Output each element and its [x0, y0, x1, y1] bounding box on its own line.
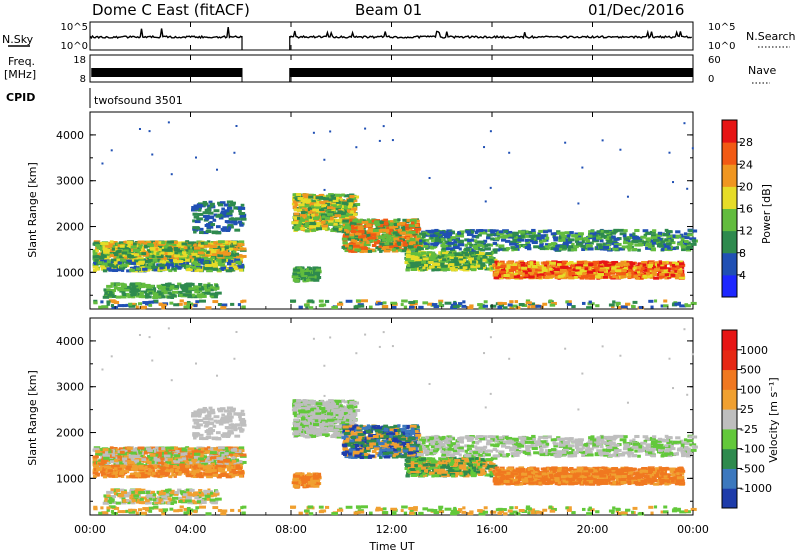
colorbar-tick-label: -25	[740, 423, 758, 436]
colorbar-tick-label: 12	[739, 225, 753, 238]
colorbar-segment	[722, 468, 737, 489]
x-tick-label: 00:00	[677, 523, 709, 536]
y-tick-label: 2000	[56, 221, 84, 234]
velocity-colorbar: 1000 500 100 25 -25 -100 -500 -1000	[721, 329, 772, 509]
y-tick-label: 4000	[56, 129, 84, 142]
cpid-label: CPID	[6, 91, 35, 104]
nave-label: Nave	[748, 64, 776, 77]
radar-title: Dome C East (fitACF)	[92, 1, 250, 19]
power-panel: 1000 2000 3000 4000 Slant Range [km] 4 8 12 16…	[26, 111, 773, 310]
colorbar-tick-label: 16	[739, 203, 753, 216]
power-scatter	[92, 121, 698, 310]
nsky-trace	[89, 27, 693, 50]
colorbar-tick-label: 500	[740, 364, 761, 377]
freq-tick-top: 18	[73, 55, 86, 66]
colorbar-segment	[722, 428, 737, 450]
y-tick-label: 1000	[56, 472, 84, 485]
power-colorbar-label: Power [dB]	[760, 184, 773, 244]
x-tick-label: 08:00	[275, 523, 307, 536]
nsky-tick-top: 10^5	[61, 22, 88, 33]
colorbar-tick-label: 100	[740, 383, 761, 396]
colorbar-segment	[722, 369, 737, 390]
beam-title: Beam 01	[355, 1, 422, 19]
power-colorbar: 4 8 12 16 20 24 28	[721, 119, 753, 298]
cpid-value: twofsound 3501	[94, 94, 183, 107]
colorbar-segment	[722, 488, 737, 509]
colorbar-segment	[722, 409, 737, 430]
colorbar-segment	[722, 164, 737, 187]
nsky-panel: N.Sky 10^5 10^0 10^5 10^0 N.Search	[2, 21, 796, 52]
y-tick-label: 4000	[56, 335, 84, 348]
freq-label: Freq.	[8, 55, 35, 68]
colorbar-tick-label: 24	[739, 158, 753, 171]
velocity-ylabel: Slant Range [km]	[26, 370, 39, 466]
velocity-panel: 1000 2000 3000 4000 Slant Range [km] 1000 50…	[26, 317, 780, 516]
freq-trace	[91, 68, 693, 82]
colorbar-segment	[722, 142, 737, 165]
colorbar-segment	[722, 330, 737, 351]
x-axis: 00:00 04:00 08:00 12:00 16:00 20:00 00:00	[74, 22, 709, 536]
colorbar-tick-label: -100	[740, 443, 765, 456]
nsearch-tick-bottom: 10^0	[708, 41, 735, 52]
x-tick-label: 16:00	[476, 523, 508, 536]
colorbar-tick-label: 20	[739, 180, 753, 193]
y-tick-label: 1000	[56, 266, 84, 279]
colorbar-segment	[722, 230, 737, 254]
y-tick-label: 3000	[56, 381, 84, 394]
colorbar-segment	[722, 274, 737, 298]
velocity-scatter	[92, 327, 698, 516]
colorbar-segment	[722, 389, 737, 410]
nsearch-label: N.Search	[746, 30, 796, 43]
x-tick-label: 00:00	[74, 523, 106, 536]
freq-panel: Freq. [MHz] 18 8 60 0 Nave	[4, 54, 776, 85]
colorbar-tick-label: -500	[740, 462, 765, 475]
velocity-y-axis: 1000 2000 3000 4000	[56, 335, 693, 502]
y-tick-label: 2000	[56, 427, 84, 440]
nsearch-tick-top: 10^5	[708, 22, 735, 33]
colorbar-segment	[722, 448, 737, 469]
colorbar-tick-label: 25	[740, 403, 754, 416]
y-tick-label: 3000	[56, 175, 84, 188]
colorbar-tick-label: 4	[739, 269, 746, 282]
power-ylabel: Slant Range [km]	[26, 162, 39, 258]
colorbar-tick-label: 1000	[740, 344, 768, 357]
x-tick-label: 04:00	[175, 523, 207, 536]
colorbar-tick-label: 28	[739, 136, 753, 149]
colorbar-segment	[722, 120, 737, 143]
nsky-tick-bottom: 10^0	[61, 41, 88, 52]
freq-tick-bottom: 8	[80, 74, 86, 85]
power-y-axis: 1000 2000 3000 4000	[56, 129, 693, 296]
velocity-colorbar-label: Velocity [m s⁻¹]	[767, 377, 780, 462]
x-tick-label: 20:00	[577, 523, 609, 536]
colorbar-tick-label: -1000	[740, 482, 772, 495]
date-title: 01/Dec/2016	[588, 1, 684, 19]
colorbar-segment	[722, 252, 737, 276]
colorbar-segment	[722, 208, 737, 232]
x-tick-label: 12:00	[376, 523, 408, 536]
x-axis-label: Time UT	[368, 540, 414, 553]
nave-tick-bottom: 0	[708, 74, 714, 85]
colorbar-tick-label: 8	[739, 247, 746, 260]
colorbar-segment	[722, 349, 737, 371]
freq-unit: [MHz]	[4, 68, 36, 81]
nave-tick-top: 60	[708, 55, 721, 66]
colorbar-segment	[722, 186, 737, 209]
nsky-label: N.Sky	[2, 33, 34, 46]
